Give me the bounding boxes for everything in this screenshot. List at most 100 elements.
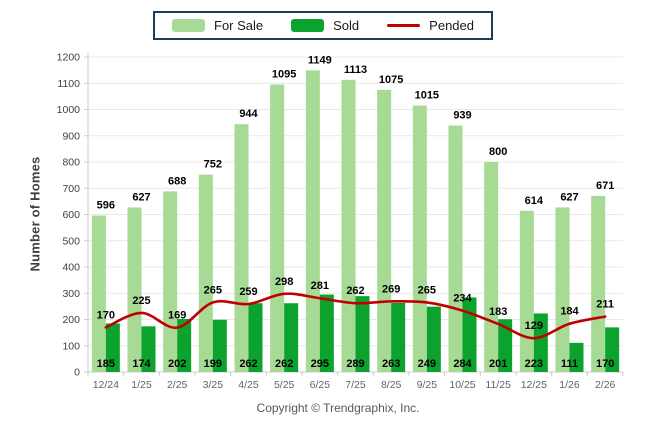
for-sale-bar: [198, 174, 213, 372]
pended-line-icon: [387, 24, 421, 27]
pended-value-label: 298: [275, 276, 293, 288]
y-tick-label: 1200: [57, 52, 81, 64]
sold-value-label: 174: [132, 358, 151, 370]
x-tick-label: 1/25: [131, 379, 152, 391]
for-sale-bar: [91, 215, 106, 372]
pended-value-label: 170: [97, 309, 115, 321]
x-tick-label: 2/26: [595, 379, 616, 391]
sold-bar: [533, 313, 548, 372]
sold-bar: [248, 303, 263, 372]
for-sale-value-label: 627: [132, 191, 150, 203]
for-sale-bar: [412, 105, 427, 372]
for-sale-value-label: 596: [97, 200, 115, 212]
sold-value-label: 199: [204, 358, 222, 370]
legend-item-pended: Pended: [387, 18, 474, 33]
for-sale-bar: [555, 207, 570, 372]
y-tick-label: 300: [62, 288, 80, 300]
y-tick-label: 600: [62, 209, 80, 221]
pended-value-label: 129: [525, 320, 543, 332]
for-sale-bar: [305, 70, 320, 372]
sold-bar: [177, 318, 192, 372]
x-tick-label: 3/25: [203, 379, 224, 391]
x-tick-label: 8/25: [381, 379, 402, 391]
sold-bar: [426, 306, 441, 372]
pended-value-label: 184: [560, 306, 579, 318]
sold-value-label: 111: [561, 358, 578, 370]
sold-bar: [212, 319, 227, 372]
for-sale-bar: [484, 162, 499, 372]
sold-value-label: 223: [525, 358, 543, 370]
pended-value-label: 269: [382, 283, 400, 295]
sold-value-label: 295: [311, 358, 329, 370]
y-tick-label: 1100: [57, 78, 80, 90]
for-sale-value-label: 627: [560, 191, 578, 203]
x-tick-label: 7/25: [345, 379, 366, 391]
for-sale-value-label: 614: [525, 195, 544, 207]
sold-bar: [355, 296, 370, 372]
sold-value-label: 289: [346, 358, 364, 370]
for-sale-bar: [234, 124, 249, 372]
y-tick-label: 900: [62, 130, 80, 142]
legend-item-for-sale: For Sale: [172, 18, 263, 33]
x-tick-label: 4/25: [238, 379, 259, 391]
y-tick-label: 0: [74, 367, 80, 379]
for-sale-bar: [163, 191, 178, 372]
pended-value-label: 259: [239, 286, 257, 298]
legend-label-pended: Pended: [429, 18, 474, 33]
pended-line: [104, 292, 607, 340]
copyright-text: Copyright © Trendgraphix, Inc.: [256, 401, 420, 415]
for-sale-value-label: 671: [596, 180, 614, 192]
for-sale-value-label: 800: [489, 146, 507, 158]
sold-bar: [569, 342, 584, 372]
pended-value-label: 281: [311, 280, 329, 292]
sold-bar: [141, 326, 156, 372]
sold-bar: [462, 297, 477, 372]
y-tick-label: 800: [62, 157, 80, 169]
for-sale-bar: [519, 210, 534, 372]
x-tick-label: 9/25: [417, 379, 438, 391]
sold-value-label: 201: [489, 358, 507, 370]
x-tick-label: 6/25: [310, 379, 331, 391]
sold-value-label: 185: [97, 358, 115, 370]
x-tick-label: 2/25: [167, 379, 188, 391]
sold-value-label: 202: [168, 358, 186, 370]
sold-value-label: 284: [453, 358, 472, 370]
sold-bar: [319, 294, 334, 372]
sold-value-label: 262: [239, 358, 257, 370]
pended-value-label: 225: [132, 295, 150, 307]
x-tick-label: 1/26: [559, 379, 580, 391]
for-sale-value-label: 939: [453, 110, 471, 122]
sold-value-label: 170: [596, 358, 614, 370]
for-sale-bar: [377, 89, 392, 372]
pended-value-label: 183: [489, 306, 507, 318]
sold-bar: [105, 323, 120, 372]
for-sale-bar: [448, 125, 463, 372]
for-sale-bar: [127, 207, 142, 372]
for-sale-value-label: 1149: [308, 54, 332, 66]
legend-item-sold: Sold: [291, 18, 359, 33]
x-tick-label: 5/25: [274, 379, 295, 391]
sold-value-label: 262: [275, 358, 293, 370]
y-tick-label: 100: [62, 340, 80, 352]
pended-value-label: 265: [204, 284, 222, 296]
x-tick-label: 12/25: [521, 379, 547, 391]
pended-value-label: 211: [596, 299, 614, 311]
y-tick-label: 700: [62, 183, 80, 195]
for-sale-bar: [591, 195, 606, 372]
pended-value-label: 234: [453, 293, 472, 305]
y-tick-label: 400: [62, 262, 80, 274]
pended-value-label: 265: [418, 284, 436, 296]
sold-value-label: 249: [418, 358, 436, 370]
y-tick-label: 200: [62, 314, 80, 326]
x-tick-label: 12/24: [93, 379, 119, 391]
for-sale-value-label: 688: [168, 175, 186, 187]
for-sale-value-label: 752: [204, 159, 222, 171]
sold-bar: [391, 302, 406, 372]
legend-label-for-sale: For Sale: [214, 18, 264, 33]
sold-swatch-icon: [291, 19, 325, 32]
sold-bar: [284, 303, 299, 372]
for-sale-swatch-icon: [172, 19, 205, 32]
y-axis-title: Number of Homes: [27, 156, 43, 272]
